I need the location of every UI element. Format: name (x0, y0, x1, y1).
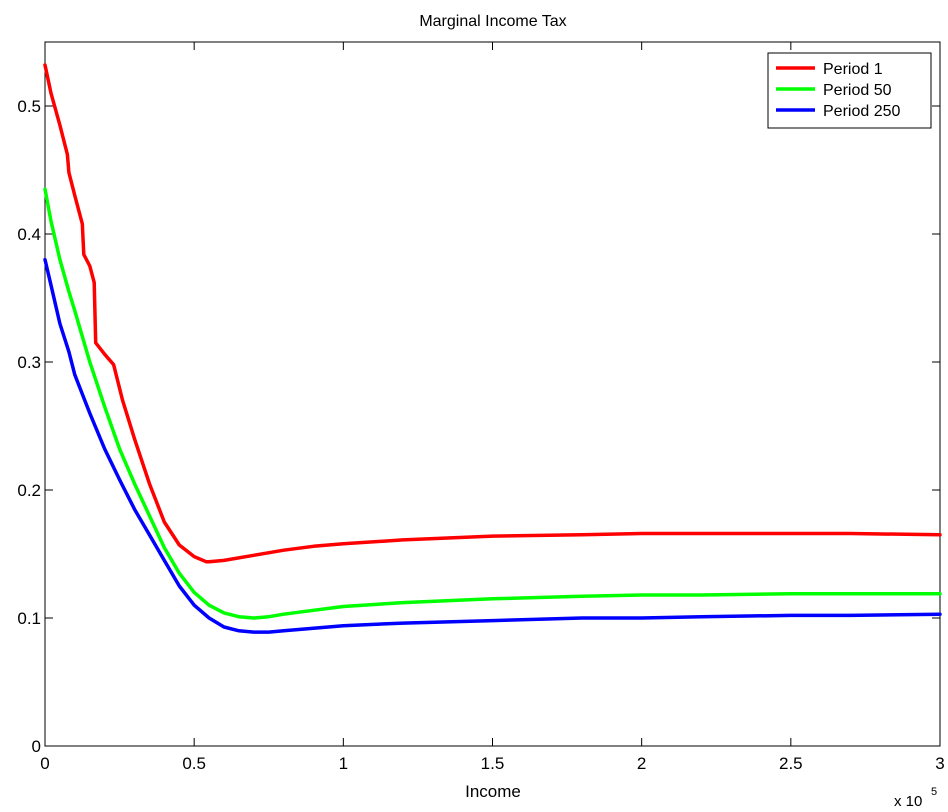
x-tick-label: 0.5 (182, 754, 206, 773)
x-tick-label: 1 (339, 754, 348, 773)
x-tick-label: 2.5 (779, 754, 803, 773)
legend: Period 1 Period 50 Period 250 (767, 52, 932, 129)
x-scale-multiplier: x 10 5 (894, 786, 937, 810)
y-tick-label: 0 (32, 737, 41, 756)
y-tick-label: 0.2 (17, 481, 41, 500)
x-tick-label: 2 (637, 754, 646, 773)
x-scale-exponent: 5 (931, 786, 937, 798)
x-axis-label: Income (465, 782, 521, 801)
plot-area (44, 41, 941, 747)
chart-title: Marginal Income Tax (419, 13, 566, 30)
y-tick-label: 0.3 (17, 353, 41, 372)
y-tick-label: 0.4 (17, 225, 41, 244)
series-line-1 (43, 63, 942, 564)
axis-ticks: 0 0.5 1 1.5 2 2.5 3 0 0.1 0.2 0.3 0.4 0.5 (17, 42, 945, 773)
series-line-3 (43, 257, 942, 634)
series-lines (43, 63, 942, 634)
x-tick-label: 3 (935, 754, 944, 773)
y-tick-label: 0.1 (17, 609, 41, 628)
legend-label-3: Period 250 (823, 103, 900, 120)
x-scale-base: x 10 (894, 793, 922, 810)
legend-label-1: Period 1 (823, 61, 883, 78)
series-line-2 (43, 187, 942, 620)
x-tick-label: 1.5 (481, 754, 505, 773)
x-tick-label: 0 (40, 754, 49, 773)
y-tick-label: 0.5 (17, 97, 41, 116)
legend-label-2: Period 50 (823, 82, 892, 99)
